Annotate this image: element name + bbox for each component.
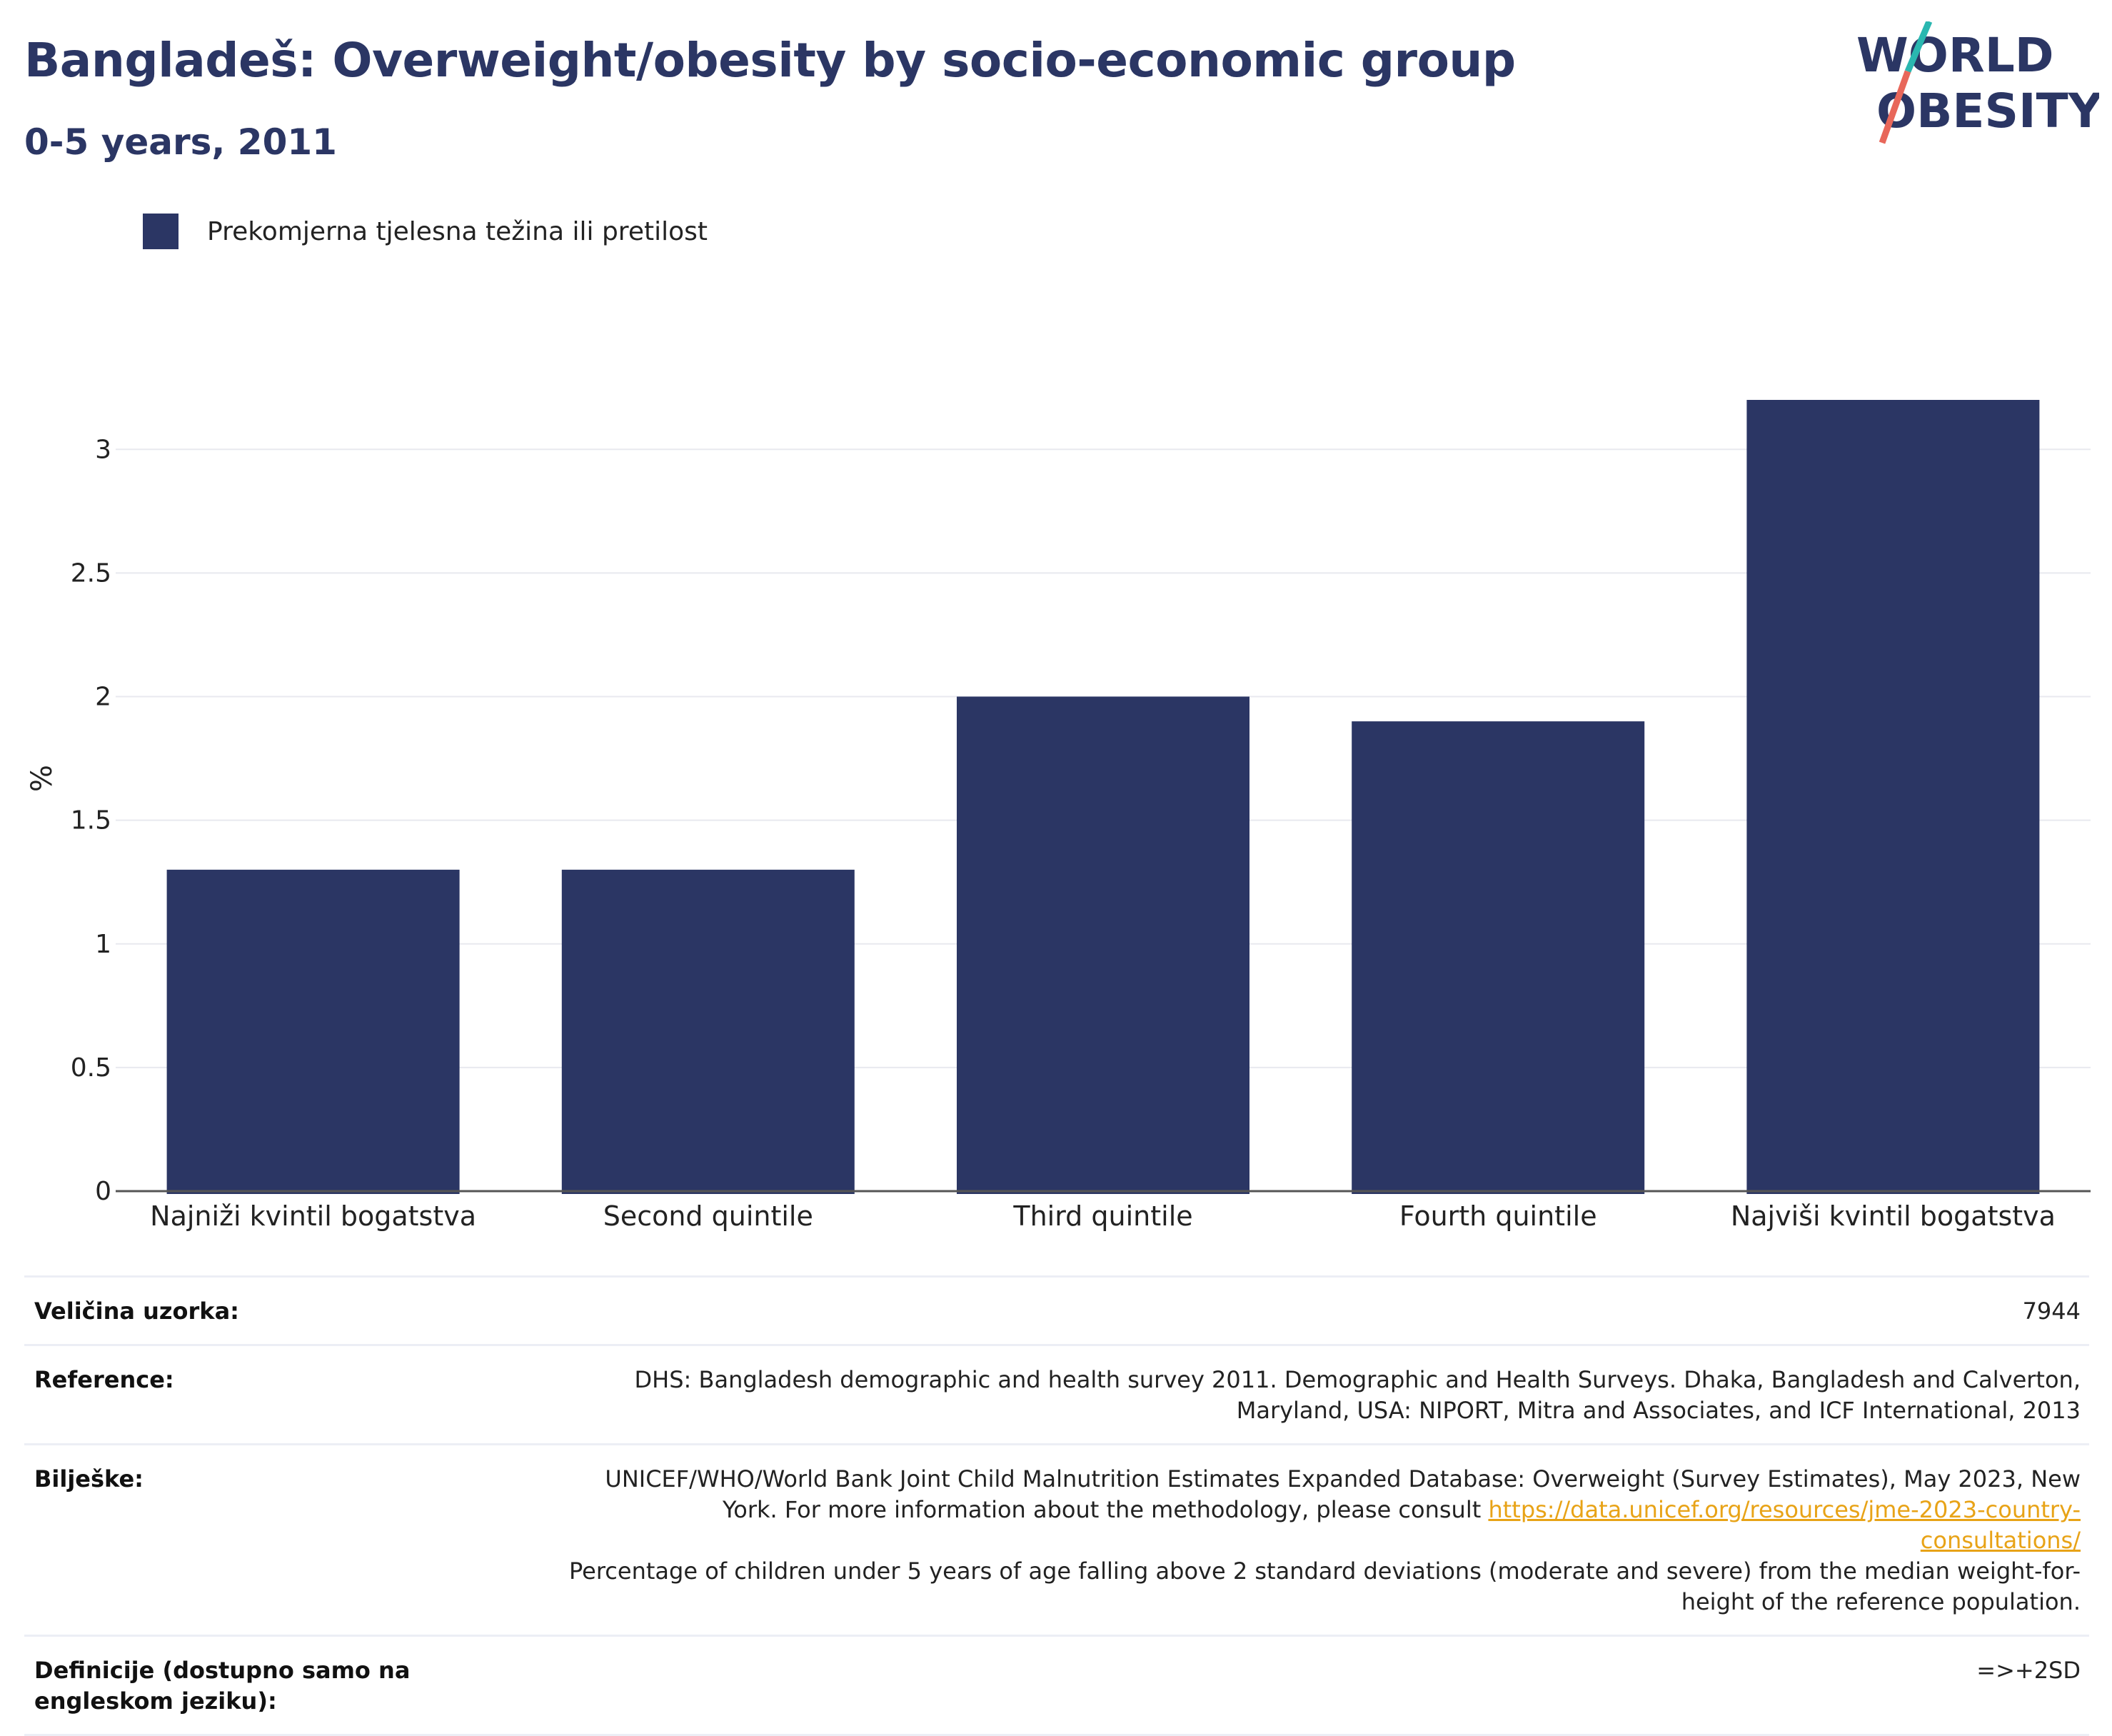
- x-tick-label: Second quintile: [603, 1200, 813, 1232]
- legend-label: Prekomjerna tjelesna težina ili pretilos…: [207, 216, 708, 246]
- bar: [957, 696, 1249, 1194]
- definitions-value: =>+2SD: [1976, 1657, 2081, 1684]
- bar: [166, 869, 460, 1194]
- notes-line-4: height of the reference population.: [1681, 1588, 2081, 1615]
- world-obesity-logo[interactable]: WORLD OBESITY: [1856, 21, 2099, 150]
- x-tick-label: Fourth quintile: [1399, 1200, 1597, 1232]
- notes-label: Bilješke:: [34, 1465, 144, 1492]
- sample-size-value: 7944: [2022, 1298, 2081, 1325]
- chart-title: Bangladeš: Overweight/obesity by socio-e…: [24, 33, 1516, 88]
- chart-subtitle: 0-5 years, 2011: [24, 121, 337, 163]
- logo-slash-top: [1904, 21, 1933, 73]
- bar-chart: 0 0.5 1 1.5 2 2.5 3% Najniži kvintil bogatstva S…: [26, 400, 2091, 1232]
- definitions-label: Definicije (dostupno samo na engleskom j…: [34, 1657, 411, 1715]
- reference-label: Reference:: [34, 1366, 174, 1393]
- bar: [1352, 721, 1645, 1194]
- notes-line-3: Percentage of children under 5 years of …: [569, 1557, 2081, 1585]
- y-axis-title: %: [26, 765, 59, 792]
- x-tick-label: Najniži kvintil bogatstva: [150, 1200, 476, 1232]
- legend-swatch: [143, 214, 178, 249]
- sample-size-label: Veličina uzorka:: [34, 1298, 239, 1325]
- definitions-row: Definicije (dostupno samo na engleskom j…: [24, 1635, 2089, 1736]
- bar: [1746, 400, 2040, 1194]
- reference-line-2: Maryland, USA: NIPORT, Mitra and Associa…: [1236, 1397, 2081, 1424]
- notes-value: UNICEF/WHO/World Bank Joint Child Malnut…: [567, 1464, 2081, 1617]
- logo-text-world: WORLD: [1856, 28, 2054, 83]
- notes-line-1: UNICEF/WHO/World Bank Joint Child Malnut…: [605, 1465, 2081, 1492]
- x-tick-label: Najviši kvintil bogatstva: [1731, 1200, 2056, 1232]
- notes-line-2-text: York. For more information about the met…: [722, 1496, 1489, 1523]
- notes-row: Bilješke: UNICEF/WHO/World Bank Joint Ch…: [24, 1443, 2089, 1635]
- bar: [561, 869, 855, 1194]
- y-tick-label: 0.5: [71, 1053, 111, 1083]
- x-tick-label: Third quintile: [1012, 1200, 1192, 1232]
- reference-value: DHS: Bangladesh demographic and health s…: [635, 1365, 2081, 1426]
- reference-line-1: DHS: Bangladesh demographic and health s…: [634, 1366, 2081, 1393]
- y-tick-label: 2.5: [71, 558, 111, 588]
- sample-size-row: Veličina uzorka: 7944: [24, 1275, 2089, 1344]
- notes-line-2: York. For more information about the met…: [567, 1495, 2081, 1556]
- methodology-link[interactable]: https://data.unicef.org/resources/jme-20…: [1488, 1496, 2081, 1554]
- reference-row: Reference: DHS: Bangladesh demographic a…: [24, 1344, 2089, 1443]
- metadata-table: Veličina uzorka: 7944 Reference: DHS: Ba…: [24, 1275, 2089, 1736]
- y-tick-label: 3: [95, 435, 111, 464]
- y-tick-label: 1.5: [71, 806, 111, 836]
- chart-legend[interactable]: Prekomjerna tjelesna težina ili pretilos…: [143, 213, 708, 250]
- logo-slash-bottom: [1879, 70, 1911, 144]
- y-tick-label: 2: [95, 683, 111, 712]
- y-tick-label: 1: [95, 930, 111, 959]
- logo-text-obesity: OBESITY: [1876, 84, 2099, 139]
- y-tick-label: 0: [95, 1177, 111, 1206]
